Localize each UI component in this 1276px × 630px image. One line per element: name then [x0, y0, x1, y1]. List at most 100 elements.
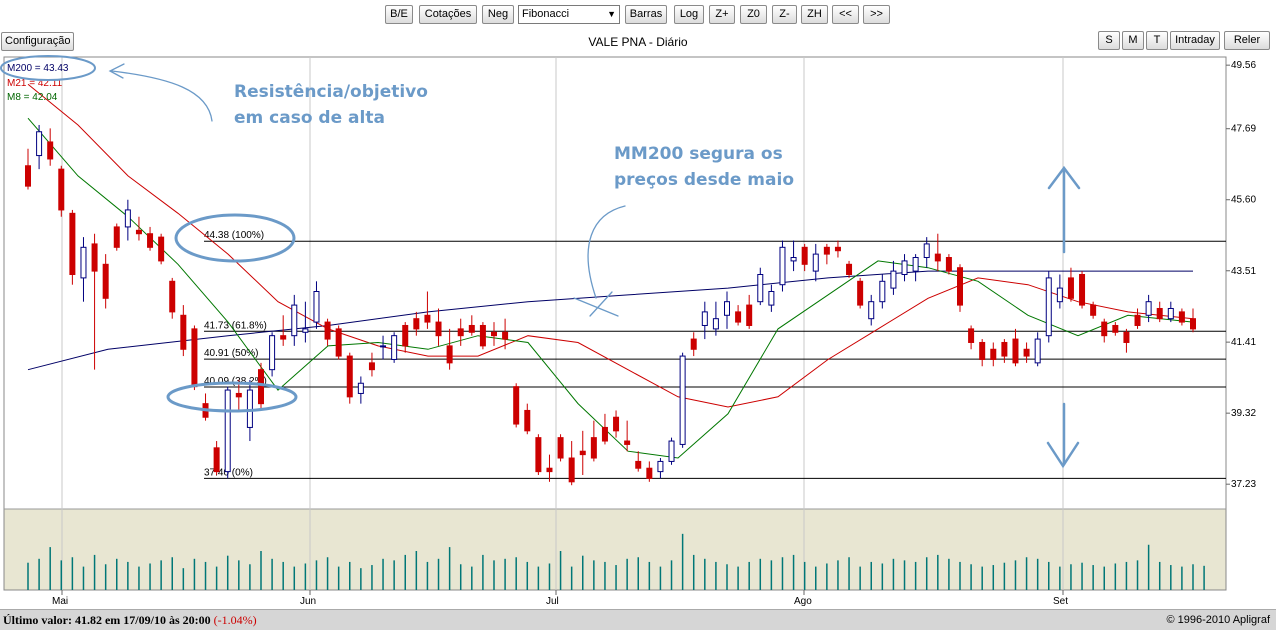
x-tick-label: Set [1053, 596, 1068, 607]
candle-body [724, 301, 730, 316]
candle-body [1056, 287, 1063, 303]
candle-body [912, 257, 919, 272]
zoom-in-button[interactable]: Z+ [709, 5, 735, 24]
moving-average-21 [27, 83, 1194, 408]
candle-body [413, 318, 420, 330]
zoom-history-button[interactable]: ZH [801, 5, 828, 24]
candle-body [36, 131, 43, 157]
candle-body [25, 165, 31, 187]
candle-body [979, 341, 986, 360]
chart-frame [3, 56, 1227, 591]
arrow-to-legend-head [108, 63, 125, 79]
candle-body [402, 324, 409, 347]
be-button[interactable]: B/E [385, 5, 413, 24]
candle-body [801, 246, 808, 265]
period-week-button[interactable]: S [1098, 31, 1120, 50]
candle-body [613, 416, 620, 432]
candle-body [746, 304, 753, 326]
candle-body [990, 348, 997, 360]
candle-body [635, 460, 642, 469]
candle-body [945, 257, 952, 272]
candle-body [1023, 348, 1030, 357]
candle-body [679, 355, 686, 445]
copyright: © 1996-2010 Apligraf [1166, 614, 1270, 626]
legend-m21: M21 = 42.11 [7, 78, 63, 89]
candle-body [546, 467, 553, 473]
fibonacci-label: 40.91 (50%) [204, 348, 258, 359]
candle-body [568, 457, 575, 483]
y-tick-label: 37.23 [1231, 479, 1256, 490]
candle-body [169, 280, 176, 313]
period-quarter-button[interactable]: T [1146, 31, 1168, 50]
candle-body [113, 226, 120, 248]
candle-body [834, 246, 841, 252]
annotation-mm200-line1: MM200 segura os [614, 144, 783, 164]
moving-average-200 [27, 270, 1193, 371]
candle-body [1090, 304, 1097, 316]
candle-body [934, 253, 941, 262]
study-select[interactable]: Fibonacci ▼ [518, 5, 620, 24]
x-tick-label: Jul [546, 596, 559, 607]
candle-body [191, 328, 198, 388]
cotacoes-button[interactable]: Cotações [419, 5, 477, 24]
candle-body [1101, 321, 1108, 337]
candle-body [1079, 274, 1086, 306]
candle-body [1034, 338, 1041, 364]
candle-body [712, 318, 719, 330]
candle-body [335, 328, 342, 357]
intraday-button[interactable]: Intraday [1170, 31, 1220, 50]
candle-body [391, 335, 398, 360]
arrow-to-mm200 [587, 205, 626, 299]
config-button[interactable]: Configuração [1, 32, 74, 51]
candle-body [213, 447, 220, 473]
candle-body [812, 253, 819, 272]
candle-body [235, 392, 242, 398]
candle-body [80, 246, 87, 279]
candle-body [601, 426, 608, 442]
candle-body [968, 328, 975, 343]
candle-body [424, 314, 431, 323]
candle-body [1178, 311, 1185, 323]
price-chart[interactable]: 44.38 (100%) 41.73 (61.8%) 40.91 (50%) 40.0… [0, 0, 1276, 609]
last-change: (-1.04%) [213, 613, 257, 627]
candle-body [180, 314, 187, 350]
fibonacci-label: 44.38 (100%) [204, 230, 264, 241]
candle-body [313, 290, 320, 323]
neg-button[interactable]: Neg [482, 5, 514, 24]
candle-body [91, 243, 98, 272]
candle-body [58, 168, 65, 211]
x-tick-label: Ago [794, 596, 812, 607]
candle-body [158, 236, 165, 262]
last-value-text: Último valor: 41.82 em 17/09/10 às 20:00 [3, 613, 211, 627]
y-tick-label: 47.69 [1231, 124, 1256, 135]
candle-body [668, 440, 675, 462]
candle-body [1190, 318, 1196, 330]
candle-body [502, 331, 509, 340]
barras-button[interactable]: Barras [625, 5, 667, 24]
y-tick-label: 45.60 [1231, 195, 1256, 206]
reload-button[interactable]: Reler [1224, 31, 1270, 50]
fibonacci-label: 37.40 (0%) [204, 467, 253, 478]
candle-body [1012, 338, 1019, 364]
scroll-right-button[interactable]: >> [863, 5, 890, 24]
candle-body [524, 409, 531, 432]
candle-body [757, 274, 764, 303]
candle-body [446, 345, 453, 364]
arrow-to-legend [111, 70, 213, 122]
x-tick-label: Mai [52, 596, 68, 607]
candle-body [1123, 331, 1130, 343]
zoom-out-button[interactable]: Z- [772, 5, 797, 24]
candle-body [535, 437, 542, 473]
zoom-reset-button[interactable]: Z0 [740, 5, 767, 24]
scroll-left-button[interactable]: << [832, 5, 859, 24]
candle-body [1134, 314, 1141, 326]
candle-body [324, 321, 331, 340]
candle-body [258, 369, 264, 405]
candle-body [690, 338, 697, 350]
period-month-button[interactable]: M [1122, 31, 1144, 50]
candle-body [468, 324, 475, 333]
log-button[interactable]: Log [674, 5, 704, 24]
candle-body [135, 229, 142, 235]
candle-body [1145, 301, 1152, 316]
annotation-resistance: Resistência/objetivo em caso de alta [234, 79, 428, 131]
